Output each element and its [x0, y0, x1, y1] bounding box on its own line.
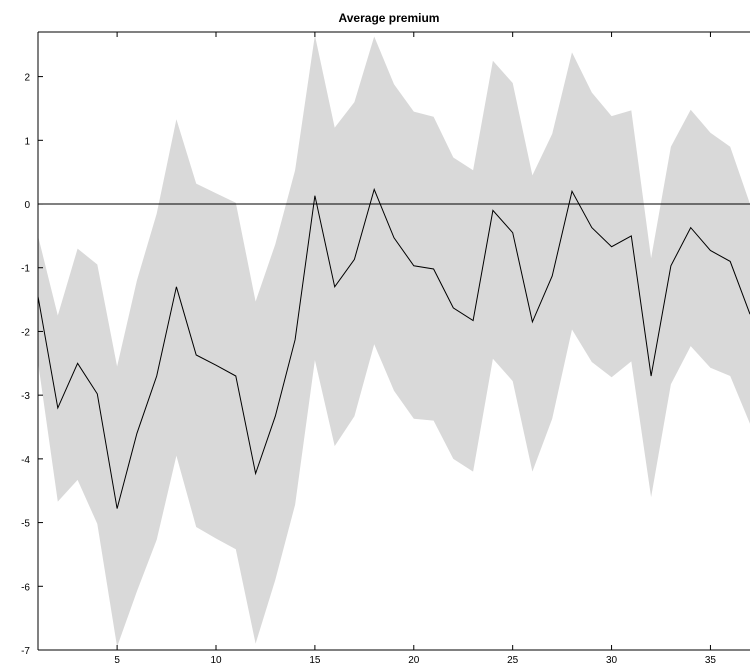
x-tick-label: 15: [309, 655, 321, 666]
x-tick-label: 10: [210, 655, 222, 666]
y-tick-label: -5: [21, 519, 30, 530]
y-tick-label: -7: [21, 646, 30, 657]
average-premium-line: [37, 187, 750, 509]
y-tick-label: -4: [21, 455, 30, 466]
y-tick-label: 2: [24, 73, 30, 84]
y-tick-label: -3: [21, 391, 30, 402]
x-tick-label: 35: [705, 655, 717, 666]
x-tick-label: 20: [408, 655, 420, 666]
x-tick-label: 30: [606, 655, 618, 666]
y-tick-label: -6: [21, 582, 30, 593]
y-tick-label: -2: [21, 327, 30, 338]
chart-title: Average premium: [339, 11, 440, 25]
y-tick-label: 0: [24, 200, 30, 211]
y-tick-label: -1: [21, 264, 30, 275]
y-tick-label: 1: [24, 136, 30, 147]
confidence-band: [38, 35, 750, 647]
x-tick-label: 5: [114, 655, 120, 666]
x-tick-label: 25: [507, 655, 519, 666]
